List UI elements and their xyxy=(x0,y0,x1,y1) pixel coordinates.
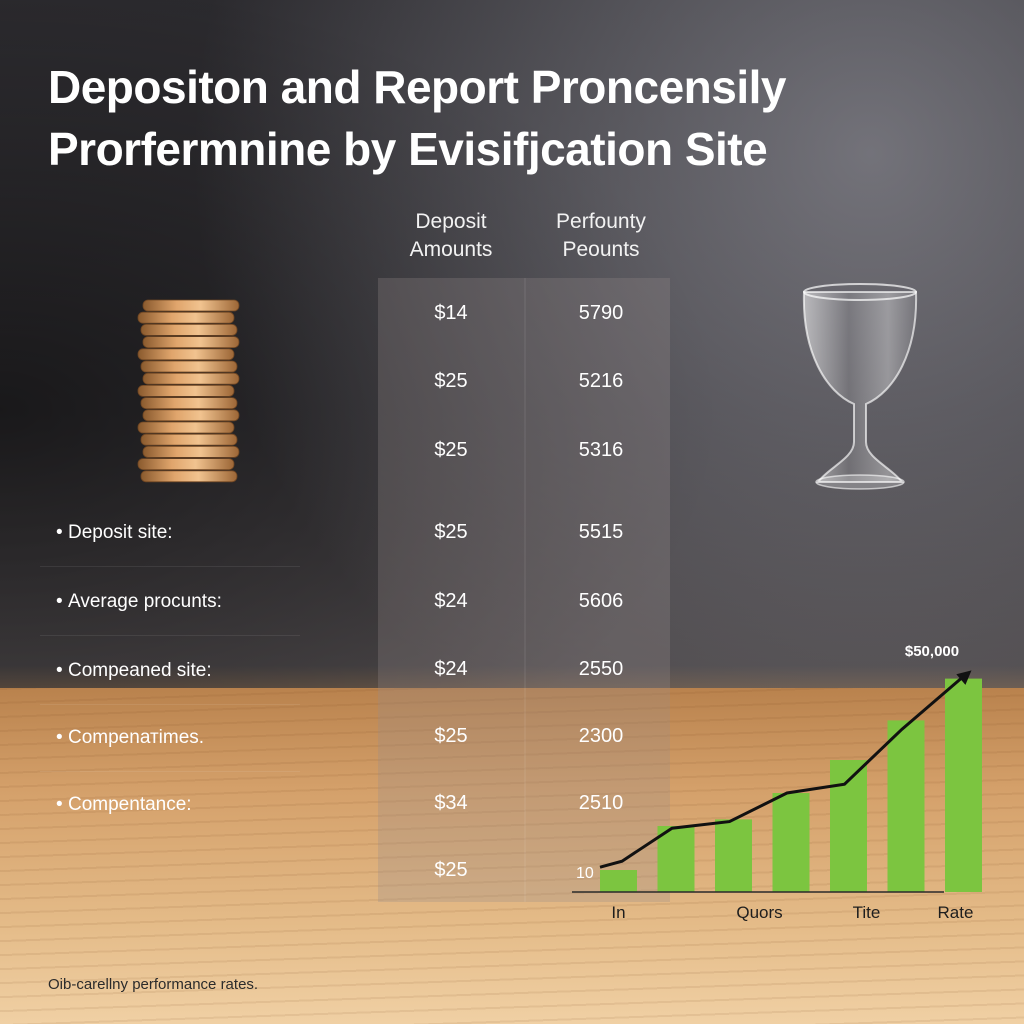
coin-layer xyxy=(142,445,240,458)
bullet-dot-icon: • xyxy=(56,522,63,543)
coin-layer xyxy=(142,409,240,422)
coin-layer xyxy=(137,421,235,434)
coin-layer xyxy=(137,311,235,324)
bullet-label: Compentance: xyxy=(68,794,192,815)
deposit-amount-cell: $25 xyxy=(434,859,468,881)
coin-stack-icon xyxy=(137,299,240,483)
coin-layer xyxy=(140,323,238,336)
bullet-item: • Deposit site: xyxy=(56,522,173,544)
bullet-label: Compeaned site: xyxy=(68,660,212,681)
start-value-label: 10 xyxy=(576,865,594,882)
chart-bar xyxy=(887,720,925,892)
chart-bar xyxy=(600,870,637,892)
perfounty-peount-cell: 5316 xyxy=(578,439,624,461)
page-title: Depositon and Report Proncensily Prorfer… xyxy=(48,56,948,180)
deposit-amount-cell: $25 xyxy=(434,439,468,461)
coin-layer xyxy=(140,360,238,373)
deposit-amount-cell: $25 xyxy=(434,521,468,543)
column-header-deposit-amounts: Deposit Amounts xyxy=(409,210,493,261)
bullet-item: • Average procunts: xyxy=(56,591,222,613)
chart-bar xyxy=(657,826,695,892)
trend-arrowhead xyxy=(956,670,972,685)
deposit-amount-cell: $24 xyxy=(434,590,468,612)
row-divider xyxy=(40,635,300,636)
growth-bar-chart: In Quors Tite Rate $50,000 10 xyxy=(572,643,982,922)
bullet-dot-icon: • xyxy=(56,660,63,681)
peak-value-label: $50,000 xyxy=(905,643,959,660)
coin-layer xyxy=(140,397,238,409)
row-divider xyxy=(40,771,300,772)
coin-layer xyxy=(137,458,235,471)
bullet-label: Compenатimes. xyxy=(68,727,205,748)
bullet-item: • Compenатimes. xyxy=(56,727,204,749)
footnote: Oib-carellny performance rates. xyxy=(48,976,259,993)
bullet-label: Deposit site: xyxy=(68,522,173,543)
chart-bar xyxy=(715,819,752,892)
perfounty-peount-cell: 2300 xyxy=(578,725,624,747)
coin-layer xyxy=(140,433,238,446)
perfounty-peount-cell: 2510 xyxy=(578,792,624,814)
row-divider xyxy=(40,566,300,567)
chart-bar xyxy=(945,678,982,892)
column-divider xyxy=(524,278,526,902)
wine-glass-icon xyxy=(802,283,918,490)
x-tick-label: Quors xyxy=(736,903,782,922)
title-line-2: Prorfermnine by Evisifjcation Site xyxy=(48,123,768,175)
coin-layer xyxy=(140,470,238,483)
coin-layer xyxy=(137,385,235,397)
x-tick-label: Rate xyxy=(938,903,974,922)
perfounty-peount-cell: 2550 xyxy=(578,658,624,680)
bullet-dot-icon: • xyxy=(56,591,63,612)
row-divider xyxy=(40,704,300,705)
x-tick-label: Tite xyxy=(853,903,881,922)
perfounty-peount-cell: 5515 xyxy=(578,521,624,543)
bullet-label: Average procunts: xyxy=(68,591,222,612)
perfounty-peount-cell: 5606 xyxy=(578,590,624,612)
column-header-perfounty-peounts: Perfounty Peounts xyxy=(556,210,646,261)
deposit-amount-cell: $24 xyxy=(434,658,468,680)
bullet-item: • Compeaned site: xyxy=(56,660,212,682)
x-tick-label: In xyxy=(611,903,625,922)
perfounty-peount-cell: 5216 xyxy=(578,370,624,392)
table-column-panel xyxy=(378,278,670,902)
coin-layer xyxy=(137,348,235,361)
coin-layer xyxy=(142,372,240,385)
bullet-dot-icon: • xyxy=(56,794,63,815)
deposit-amount-cell: $14 xyxy=(434,302,468,324)
coin-layer xyxy=(142,336,240,348)
perfounty-peount-cell: 5790 xyxy=(578,302,624,324)
deposit-amount-cell: $25 xyxy=(434,370,468,392)
coin-layer xyxy=(142,299,240,312)
chart-bar xyxy=(772,793,810,892)
deposit-amount-cell: $25 xyxy=(434,725,468,747)
deposit-amount-cell: $34 xyxy=(434,792,468,814)
bullet-item: • Compentance: xyxy=(56,794,192,816)
title-line-1: Depositon and Report Proncensily xyxy=(48,61,787,113)
bullet-dot-icon: • xyxy=(56,727,63,748)
trend-line xyxy=(599,675,965,869)
